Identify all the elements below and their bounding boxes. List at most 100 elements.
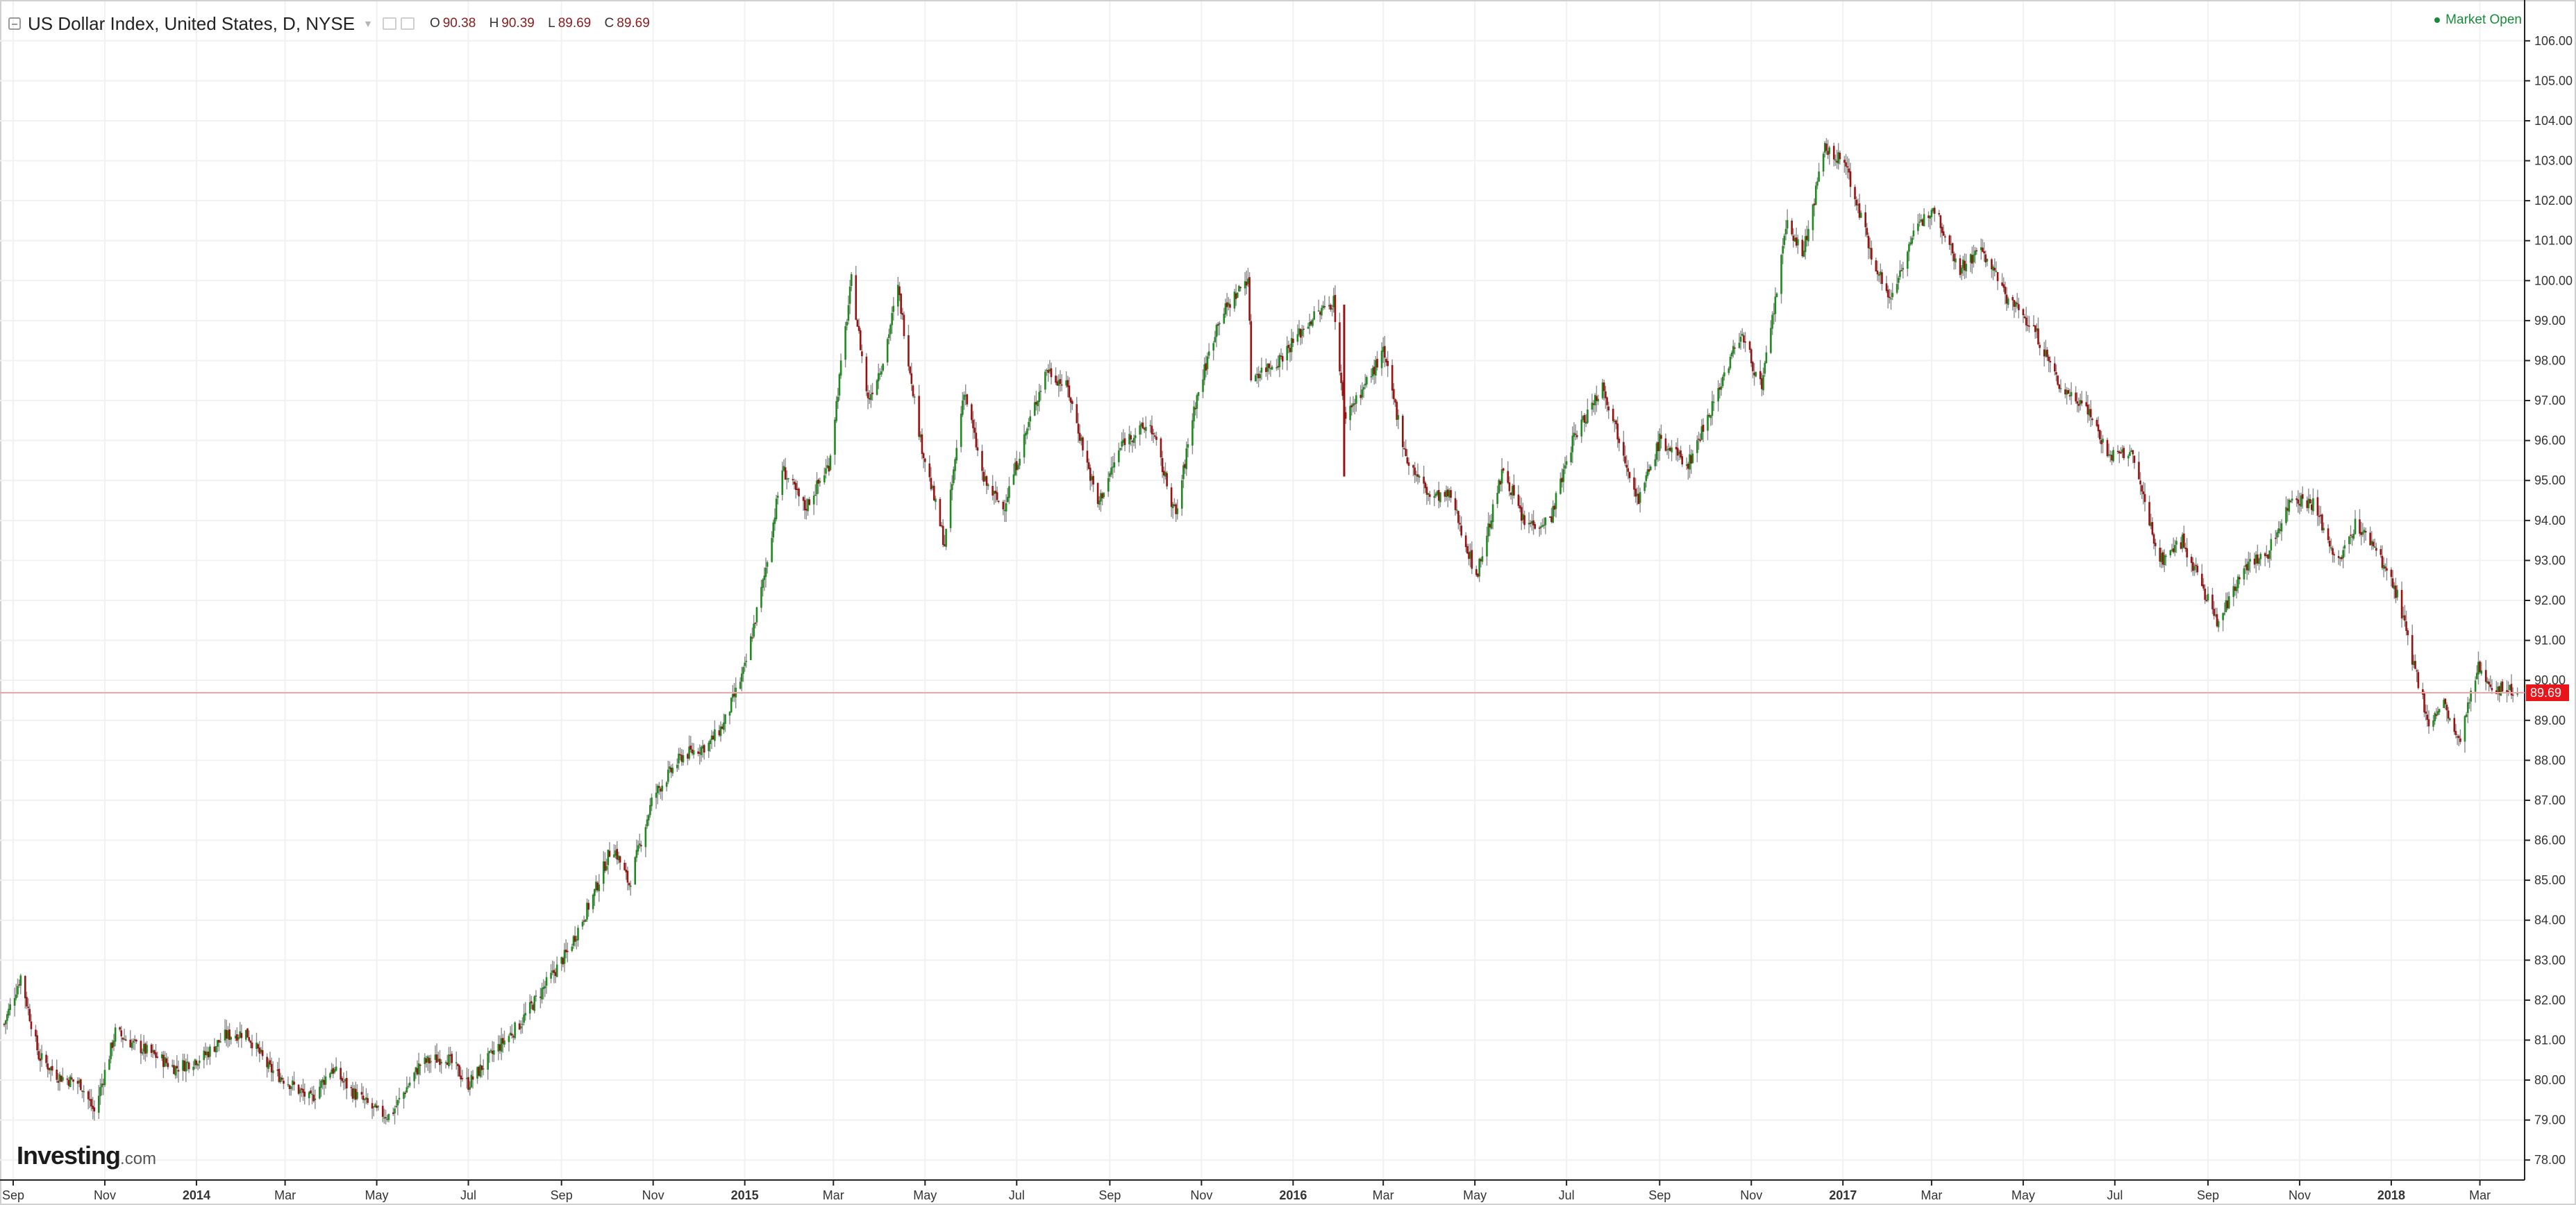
candle-up bbox=[563, 950, 566, 964]
candle-down bbox=[1141, 422, 1144, 429]
candle-up bbox=[876, 380, 878, 395]
last-price-badge bbox=[2526, 684, 2569, 702]
candle-down bbox=[2186, 548, 2188, 558]
candle-up bbox=[555, 964, 558, 977]
candle-up bbox=[763, 575, 766, 580]
settings-icon[interactable] bbox=[382, 17, 396, 30]
candle-down bbox=[2318, 516, 2320, 517]
candle-up bbox=[1564, 465, 1566, 469]
candle-down bbox=[2332, 548, 2334, 555]
candle-up bbox=[1219, 323, 1221, 325]
y-tick-label: 79.00 bbox=[2534, 1113, 2566, 1127]
candle-down bbox=[2447, 710, 2450, 719]
candle-down bbox=[2491, 688, 2493, 691]
candle-down bbox=[567, 950, 569, 952]
candle-up bbox=[1771, 314, 1773, 329]
x-tick-label: Mar bbox=[2469, 1188, 2491, 1202]
candle-down bbox=[1948, 235, 1951, 245]
collapse-legend-icon[interactable] bbox=[8, 17, 21, 30]
candle-down bbox=[982, 471, 985, 482]
candle-up bbox=[1909, 242, 1912, 245]
candle-up bbox=[1003, 509, 1006, 512]
candle-down bbox=[1289, 348, 1291, 353]
candle-down bbox=[1791, 220, 1793, 235]
high-value: 90.39 bbox=[501, 16, 535, 31]
candle-up bbox=[203, 1050, 206, 1061]
candle-up bbox=[1435, 494, 1437, 496]
candle-down bbox=[2085, 402, 2088, 407]
candle-down bbox=[1071, 401, 1073, 404]
candle-up bbox=[1019, 458, 1021, 466]
close-key: C bbox=[604, 16, 614, 31]
candle-down bbox=[1454, 498, 1457, 510]
candle-up bbox=[753, 623, 755, 637]
candle-down bbox=[1648, 469, 1650, 472]
candle-down bbox=[2327, 528, 2330, 541]
candle-up bbox=[1723, 372, 1725, 377]
candle-down bbox=[1096, 482, 1099, 505]
candle-down bbox=[2306, 500, 2309, 508]
candle-up bbox=[2165, 555, 2167, 557]
candle-up bbox=[2102, 439, 2104, 443]
candle-up bbox=[669, 766, 671, 770]
candle-up bbox=[1528, 523, 1530, 525]
x-tick-label: Nov bbox=[94, 1188, 116, 1202]
candle-up bbox=[78, 1080, 81, 1084]
candle-down bbox=[972, 419, 974, 428]
candle-up bbox=[1597, 398, 1599, 402]
candle-down bbox=[1151, 425, 1153, 435]
candle-down bbox=[2414, 661, 2416, 669]
candle-down bbox=[900, 294, 902, 314]
candle-up bbox=[1812, 204, 1814, 230]
candle-up bbox=[1784, 228, 1787, 235]
candle-up bbox=[83, 1090, 85, 1093]
close-icon[interactable] bbox=[400, 17, 415, 30]
candle-down bbox=[345, 1078, 348, 1088]
candle-up bbox=[931, 486, 934, 489]
x-tick-label: 2015 bbox=[731, 1188, 759, 1202]
candle-up bbox=[503, 1040, 505, 1045]
candle-down bbox=[928, 463, 931, 478]
candle-up bbox=[1145, 427, 1147, 431]
candle-up bbox=[688, 746, 690, 759]
candle-down bbox=[721, 726, 724, 730]
candle-down bbox=[2444, 698, 2447, 705]
candle-up bbox=[2402, 616, 2404, 618]
candle-down bbox=[2333, 554, 2336, 556]
candle-down bbox=[2183, 533, 2185, 548]
candle-down bbox=[1060, 384, 1063, 386]
candle-down bbox=[604, 861, 606, 871]
candle-up bbox=[2300, 495, 2302, 507]
candle-down bbox=[133, 1039, 136, 1040]
candle-down bbox=[1933, 208, 1936, 214]
x-tick-label: Mar bbox=[823, 1188, 844, 1202]
candle-up bbox=[514, 1022, 516, 1038]
candle-down bbox=[2416, 670, 2418, 672]
candle-down bbox=[1702, 424, 1705, 432]
candle-down bbox=[2275, 537, 2277, 539]
candle-up bbox=[1215, 325, 1218, 337]
candle-up bbox=[1328, 305, 1330, 307]
candle-down bbox=[1519, 505, 1521, 509]
candle-up bbox=[613, 854, 615, 858]
y-tick-label: 82.00 bbox=[2534, 993, 2566, 1007]
candle-down bbox=[367, 1098, 369, 1103]
x-tick-label: Nov bbox=[642, 1188, 664, 1202]
candle-up bbox=[1717, 388, 1719, 402]
candle-down bbox=[1827, 151, 1829, 155]
candle-down bbox=[1319, 312, 1321, 315]
candle-down bbox=[56, 1069, 58, 1080]
candle-down bbox=[1056, 381, 1058, 386]
y-tick-label: 80.00 bbox=[2534, 1073, 2566, 1087]
candle-down bbox=[1532, 520, 1534, 525]
candle-down bbox=[1489, 523, 1491, 528]
candle-up bbox=[1048, 369, 1051, 372]
candle-up bbox=[1522, 514, 1524, 521]
candle-down bbox=[1059, 379, 1062, 385]
chevron-down-icon[interactable]: ▼ bbox=[363, 18, 373, 29]
candle-up bbox=[344, 1079, 346, 1081]
x-tick-label: Nov bbox=[2289, 1188, 2311, 1202]
candle-down bbox=[1394, 399, 1396, 403]
candle-up bbox=[2243, 568, 2245, 580]
